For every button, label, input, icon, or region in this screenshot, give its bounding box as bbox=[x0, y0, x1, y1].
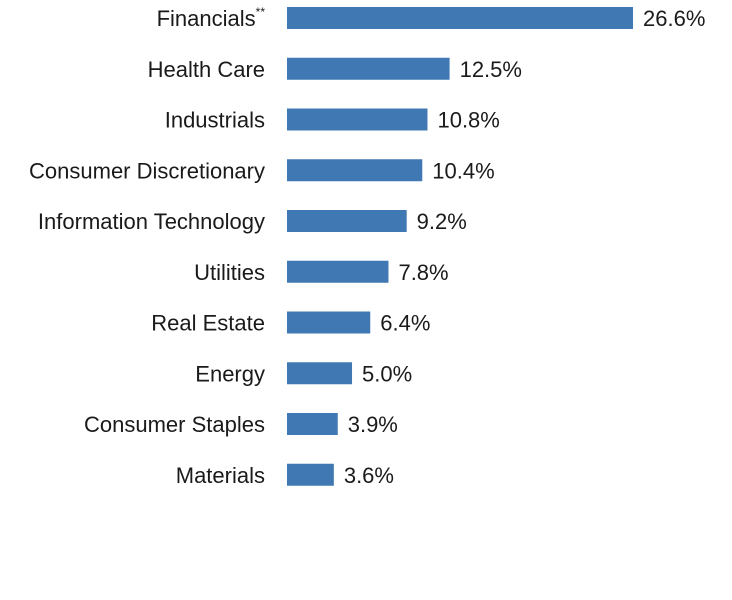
value-labels-group: 26.6% 12.5% 10.8% 10.4% 9.2% 7.8% 6.4% 5.0% 3.9%… bbox=[344, 6, 706, 488]
bar-energy bbox=[287, 362, 353, 385]
bar-consumer-discretionary bbox=[287, 159, 423, 182]
category-label-energy: Energy bbox=[195, 361, 265, 386]
category-label-utilities: Utilities bbox=[194, 260, 265, 285]
category-label-materials: Materials bbox=[176, 463, 265, 488]
bar-information-technology bbox=[287, 210, 407, 232]
footnote-marker: ** bbox=[256, 5, 266, 19]
value-label-consumer-discretionary: 10.4% bbox=[432, 158, 494, 183]
value-label-consumer-staples: 3.9% bbox=[348, 412, 398, 437]
category-label-information-technology: Information Technology bbox=[38, 209, 265, 234]
category-label-consumer-discretionary: Consumer Discretionary bbox=[29, 158, 265, 183]
category-label-consumer-staples: Consumer Staples bbox=[84, 412, 265, 437]
value-label-utilities: 7.8% bbox=[398, 260, 448, 285]
category-label-real-estate: Real Estate bbox=[151, 311, 265, 336]
category-label-industrials: Industrials bbox=[165, 108, 265, 133]
value-label-real-estate: 6.4% bbox=[380, 311, 430, 336]
bar-real-estate bbox=[287, 311, 371, 334]
category-labels-group: Financials** Health Care Industrials Consum… bbox=[29, 5, 265, 488]
category-label-health-care: Health Care bbox=[148, 57, 265, 82]
value-label-materials: 3.6% bbox=[344, 463, 394, 488]
value-label-industrials: 10.8% bbox=[437, 108, 499, 133]
bar-health-care bbox=[287, 57, 450, 80]
bar-consumer-staples bbox=[287, 413, 338, 435]
bar-materials bbox=[287, 463, 334, 486]
category-label-financials: Financials** bbox=[157, 5, 266, 31]
value-label-financials: 26.6% bbox=[643, 6, 705, 31]
value-label-information-technology: 9.2% bbox=[417, 209, 467, 234]
bar-industrials bbox=[287, 108, 428, 131]
bar-financials bbox=[287, 7, 633, 29]
value-label-energy: 5.0% bbox=[362, 361, 412, 386]
bars-group bbox=[287, 7, 633, 486]
bar-utilities bbox=[287, 260, 389, 283]
value-label-health-care: 12.5% bbox=[460, 57, 522, 82]
